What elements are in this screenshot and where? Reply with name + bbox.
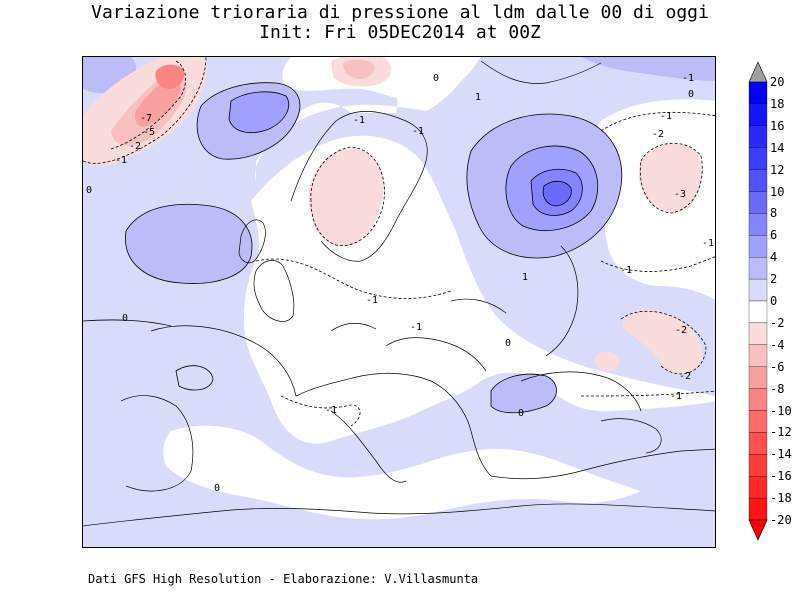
zone-positive-iceland-core	[229, 91, 289, 133]
contour-label: -1	[115, 155, 127, 166]
colorbar-tick-label: -4	[770, 337, 785, 352]
colorbar-bin	[748, 81, 768, 105]
zone-negative-kazakh	[638, 143, 702, 213]
colorbar-bin	[748, 213, 768, 236]
contour-label: 0	[505, 338, 511, 349]
contour-label: 1	[475, 92, 481, 103]
colorbar-bin	[748, 103, 768, 126]
colorbar-tick-label: -6	[770, 359, 785, 374]
colorbar-bin	[748, 169, 768, 192]
colorbar-bin	[748, 147, 768, 170]
colorbar-tick-label: -2	[770, 315, 785, 330]
colorbar-tick-label: 8	[770, 206, 778, 221]
contour-labels: 01-1-7-5-2-10-1-10-1-2-3-1-11-10-1 -2-2-1…	[86, 73, 714, 494]
colorbar-tick-label: 16	[770, 118, 785, 133]
colorbar-tick-label: -18	[770, 491, 792, 506]
colorbar-bin	[748, 388, 768, 411]
colorbar-tick-label: -20	[770, 513, 792, 527]
zone-positive-russia-core	[543, 181, 572, 206]
contour-label: -1	[620, 265, 632, 276]
contour-label: 0	[688, 89, 694, 100]
colorbar-bin	[748, 432, 768, 455]
colorbar-bin	[748, 454, 768, 477]
contour-label: -1	[412, 126, 424, 137]
contour-label: 0	[433, 73, 439, 84]
colorbar-tick-label: -12	[770, 425, 792, 440]
colorbar-legend: 20 18 16 14 12 10 8 6 4 2 0 -2 -4 -6 -8 -10 -12 -14 -16 -18…	[748, 60, 800, 542]
zone-neutral-south	[163, 425, 641, 520]
contour-label: 0	[86, 185, 92, 196]
colorbar-bin	[748, 125, 768, 148]
contour-label: 1	[522, 272, 528, 283]
colorbar-tick-label: 6	[770, 228, 778, 243]
colorbar-tick-label: 20	[770, 75, 785, 89]
colorbar-bin	[748, 278, 768, 302]
positive-contours	[83, 82, 623, 414]
colorbar-tick-label: 4	[770, 250, 778, 265]
colorbar-tick-label: 18	[770, 96, 785, 111]
contour-label: -1	[682, 73, 694, 84]
colorbar-bin	[748, 300, 768, 324]
colorbar-tick-label: 2	[770, 272, 778, 287]
colorbar-bin	[748, 344, 768, 367]
colorbar-tick-label: 12	[770, 162, 785, 177]
zone-negative-caucasus	[595, 351, 620, 372]
pressure-change-map: 0 1 -1 -7 -5 -2 -1 0 -1 -1 0 -1 -2 -3 -1 -1 1 -1 0 -1 -2 -2 -1…	[82, 56, 716, 548]
colorbar-tick-label: -14	[770, 447, 792, 462]
zone-positive-balkans	[491, 374, 557, 413]
colorbar-bin	[748, 476, 768, 499]
colorbar-tick-label: -8	[770, 381, 785, 396]
contour-label: -5	[143, 127, 155, 138]
contour-label: 0	[518, 408, 524, 419]
colorbar-tick-label: -16	[770, 469, 792, 484]
contour-label: -3	[674, 189, 686, 200]
contour-label: -2	[675, 325, 687, 336]
contour-label: -2	[652, 129, 664, 140]
contour-label: -2	[129, 141, 141, 152]
colorbar-bottom-arrow	[748, 519, 768, 541]
zone-negative-barents-core	[343, 59, 375, 79]
data-source-credit: Dati GFS High Resolution - Elaborazione:…	[88, 572, 479, 586]
contour-label: -1	[670, 391, 682, 402]
map-title: Variazione trioraria di pressione al ldm…	[91, 2, 709, 23]
colorbar-bin	[748, 366, 768, 389]
colorbar-tick-label: 10	[770, 184, 785, 199]
contour-label: -1	[410, 322, 422, 333]
zone-negative-scandinavia	[308, 148, 384, 247]
map-subtitle-init: Init: Fri 05DEC2014 at 00Z	[259, 22, 541, 43]
colorbar-bin	[748, 191, 768, 214]
contour-label: -1	[353, 115, 365, 126]
colorbar-bin	[748, 322, 768, 345]
colorbar-bin	[748, 257, 768, 280]
negative-contours	[83, 57, 715, 427]
contour-label: -1	[325, 405, 337, 416]
contour-label: 0	[122, 313, 128, 324]
zone-positive-north-russia	[581, 57, 715, 81]
colorbar-bin	[748, 497, 768, 521]
contour-label: -7	[140, 113, 152, 124]
zone-negative-caspian	[622, 309, 703, 375]
colorbar-bin	[748, 235, 768, 258]
colorbar	[748, 61, 768, 541]
contour-label: -1	[702, 238, 714, 249]
coastlines	[83, 60, 715, 527]
contour-label: -2	[679, 371, 691, 382]
zone-negative-atlantic-core	[155, 64, 185, 89]
contour-label: 0	[214, 483, 220, 494]
colorbar-top-arrow	[748, 61, 768, 83]
colorbar-tick-label: -10	[770, 403, 792, 418]
colorbar-tick-label: 0	[770, 294, 778, 308]
colorbar-bin	[748, 410, 768, 433]
zone-positive-atlantic	[125, 204, 252, 284]
colorbar-tick-label: 14	[770, 140, 785, 155]
contour-label: -1	[660, 111, 672, 122]
contour-label: -1	[366, 295, 378, 306]
